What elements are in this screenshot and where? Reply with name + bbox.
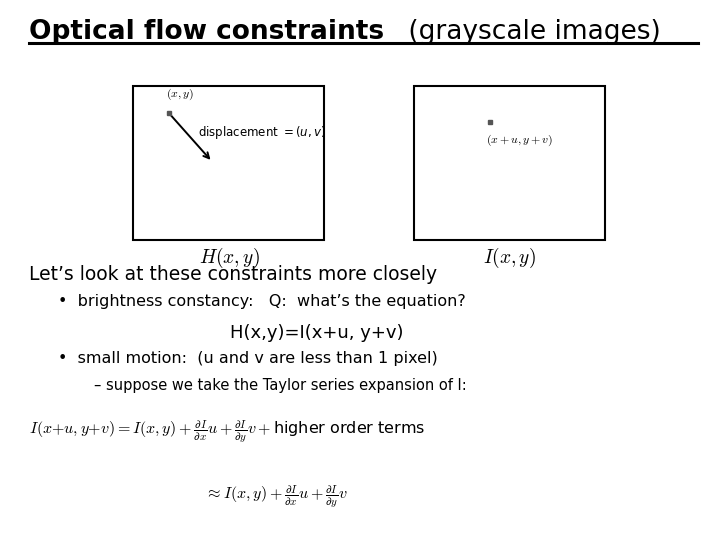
Text: $(x+u, y+v)$: $(x+u, y+v)$ bbox=[486, 132, 553, 147]
Text: H(x,y)=I(x+u, y+v): H(x,y)=I(x+u, y+v) bbox=[230, 324, 404, 342]
Text: Optical flow constraints: Optical flow constraints bbox=[29, 19, 384, 45]
Text: $I(x, y)$: $I(x, y)$ bbox=[483, 246, 536, 270]
Text: $I(x{+}u, y{+}v) = I(x, y)+\frac{\partial I}{\partial x}u+\frac{\partial I}{\par: $I(x{+}u, y{+}v) = I(x, y)+\frac{\partia… bbox=[29, 418, 426, 445]
Text: displacement $= (u, v)$: displacement $= (u, v)$ bbox=[198, 124, 326, 141]
Text: •  brightness constancy:   Q:  what’s the equation?: • brightness constancy: Q: what’s the eq… bbox=[58, 294, 465, 309]
Text: $H(x, y)$: $H(x, y)$ bbox=[199, 246, 259, 270]
Bar bbox=[133, 86, 324, 240]
Text: – suppose we take the Taylor series expansion of I:: – suppose we take the Taylor series expa… bbox=[94, 378, 467, 393]
Text: •  small motion:  (u and v are less than 1 pixel): • small motion: (u and v are less than 1… bbox=[58, 351, 437, 366]
Text: (grayscale images): (grayscale images) bbox=[400, 19, 660, 45]
Text: Let’s look at these constraints more closely: Let’s look at these constraints more clo… bbox=[29, 265, 437, 284]
Text: $(x, y)$: $(x, y)$ bbox=[166, 86, 194, 102]
Text: $\approx I(x, y) + \frac{\partial I}{\partial x}u + \frac{\partial I}{\partial y: $\approx I(x, y) + \frac{\partial I}{\pa… bbox=[205, 483, 348, 510]
Bar bbox=[414, 86, 605, 240]
